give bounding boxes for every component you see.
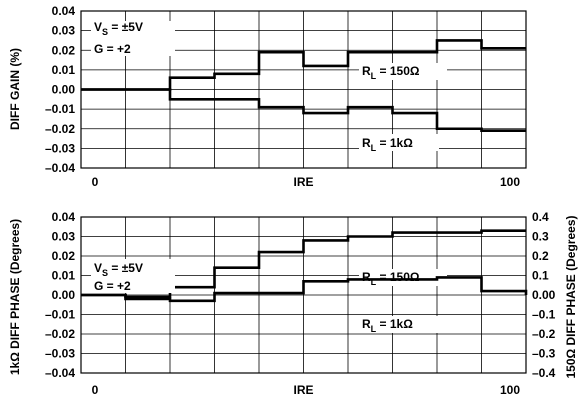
conditions-backing bbox=[91, 259, 175, 293]
y-tick-label: 0.01 bbox=[52, 269, 76, 283]
diff-phase-chart: 0.04 0.03 0.02 0.01 0.00 –0.01 –0.02 –0.03 –0.04… bbox=[8, 210, 578, 397]
y-tick-label: 0.03 bbox=[52, 24, 76, 38]
y-tick-label: –0.02 bbox=[45, 327, 75, 341]
series-label-backing bbox=[359, 269, 447, 286]
y-axis-title: DIFF GAIN (%) bbox=[8, 48, 22, 130]
y-tick-label: 0.04 bbox=[52, 210, 76, 224]
y2-tick-label: 0.00 bbox=[532, 288, 556, 302]
y-tick-label: 0.04 bbox=[52, 4, 76, 18]
y-tick-label: –0.03 bbox=[45, 141, 75, 155]
y-tick-label: –0.02 bbox=[45, 122, 75, 136]
series-line-rl-1k bbox=[81, 276, 528, 303]
series-label: RL = 1kΩ bbox=[362, 136, 413, 153]
series-line-rl-150 bbox=[81, 229, 526, 299]
x-tick-label: 100 bbox=[500, 175, 520, 189]
y2-tick-label: 0.4 bbox=[532, 210, 549, 224]
x-tick-label: 0 bbox=[92, 175, 99, 189]
series-line-rl-1k bbox=[81, 88, 526, 133]
condition-gain: G = +2 bbox=[94, 279, 131, 293]
y-tick-label: 0.00 bbox=[52, 83, 76, 97]
y-tick-label: –0.04 bbox=[45, 161, 75, 175]
conditions-backing bbox=[91, 21, 175, 56]
series-label-backing bbox=[359, 134, 439, 151]
condition-supply: VS = ±5V bbox=[94, 261, 143, 278]
y-tick-label: 0.02 bbox=[52, 43, 76, 57]
y2-tick-label: 0.3 bbox=[532, 230, 549, 244]
x-axis-title: IRE bbox=[293, 383, 313, 397]
y2-tick-label: –0.4 bbox=[532, 366, 556, 380]
x-axis-title: IRE bbox=[293, 175, 313, 189]
y-tick-label: 0.00 bbox=[52, 288, 76, 302]
y2-tick-label: 0.2 bbox=[532, 249, 549, 263]
series-label: RL = 1kΩ bbox=[362, 317, 413, 334]
y2-tick-label: –0.1 bbox=[532, 308, 556, 322]
y2-tick-label: –0.2 bbox=[532, 327, 556, 341]
y-tick-label: –0.01 bbox=[45, 308, 75, 322]
y-tick-label: 0.02 bbox=[52, 249, 76, 263]
y-axis-title: 1kΩ DIFF PHASE (Degrees) bbox=[8, 219, 22, 375]
series-line-rl-150 bbox=[81, 39, 526, 91]
series-label: RL = 150Ω bbox=[362, 64, 420, 81]
condition-gain: G = +2 bbox=[94, 42, 131, 56]
y-tick-label: 0.01 bbox=[52, 63, 76, 77]
y-tick-label: –0.04 bbox=[45, 366, 75, 380]
y-tick-label: 0.03 bbox=[52, 230, 76, 244]
condition-supply: VS = ±5V bbox=[94, 20, 143, 37]
x-tick-label: 100 bbox=[500, 383, 520, 397]
y2-tick-label: –0.3 bbox=[532, 347, 556, 361]
y-tick-label: –0.01 bbox=[45, 102, 75, 116]
series-label-backing bbox=[359, 316, 439, 333]
diff-gain-chart: 0.04 0.03 0.02 0.01 0.00 –0.01 –0.02 –0.03 –0.04… bbox=[8, 4, 527, 189]
y-tick-label: –0.03 bbox=[45, 347, 75, 361]
x-tick-label: 0 bbox=[92, 383, 99, 397]
y2-axis-title: 150Ω DIFF PHASE (Degrees) bbox=[564, 215, 578, 378]
y2-tick-label: 0.1 bbox=[532, 269, 549, 283]
series-label-backing bbox=[359, 63, 447, 80]
